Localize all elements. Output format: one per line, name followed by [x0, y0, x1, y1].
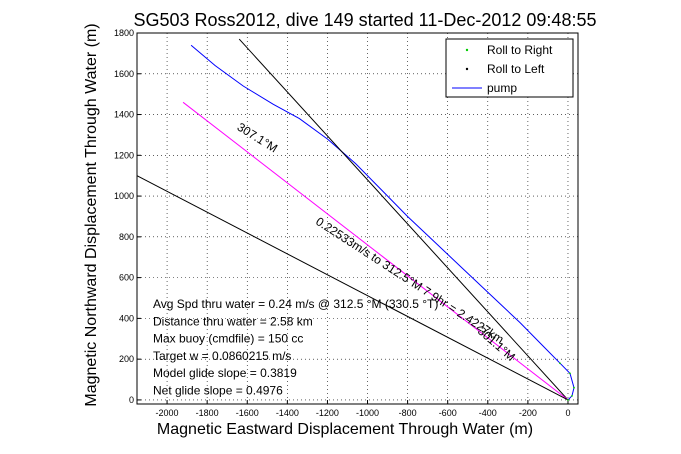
roll-right-point	[571, 394, 573, 397]
x-tick-label: -1000	[356, 408, 379, 418]
stat-line: Distance thru water = 2.58 km	[153, 314, 313, 328]
x-tick-label: -600	[439, 408, 457, 418]
legend: Roll to Right Roll to Left pump	[445, 38, 574, 98]
series-track-line-301-1	[238, 38, 569, 401]
x-tick-label: -400	[479, 408, 497, 418]
stat-line: Net glide slope = 0.4976	[153, 384, 283, 398]
y-tick-label: 1000	[114, 191, 134, 201]
legend-label: Roll to Right	[487, 43, 553, 57]
x-tick-label: -1800	[196, 408, 219, 418]
x-tick-label: 0	[565, 408, 570, 418]
series-track-line-south	[136, 175, 569, 401]
y-tick-label: 800	[119, 232, 134, 242]
x-tick-label: -1200	[316, 408, 339, 418]
line-annotation: 307.1°M	[235, 120, 280, 156]
line-annotation: 0.22533m/s to 312.5°M 7 9hr = 2.4227km	[313, 214, 506, 346]
y-tick-label: 600	[119, 273, 134, 283]
tick-labels: -2000 -1800 -1600 -1400 -1200 -1000 -800 -600 -4…	[114, 28, 571, 418]
stat-line: Target w = 0.0860215 m/s	[153, 349, 291, 363]
y-tick-label: 400	[119, 313, 134, 323]
stat-line: Max buoy (cmdfile) = 150 cc	[153, 332, 303, 346]
y-axis-label: Magnetic Northward Displacement Through …	[83, 23, 100, 406]
stat-line: Model glide slope = 0.3819	[153, 366, 297, 380]
y-tick-label: 0	[129, 395, 134, 405]
legend-label: pump	[487, 81, 517, 95]
legend-label: Roll to Left	[487, 62, 545, 76]
roll-right-point	[573, 386, 575, 389]
y-tick-label: 200	[119, 354, 134, 364]
roll-right-point	[569, 372, 571, 375]
plot-lines	[136, 38, 575, 401]
chart-title: SG503 Ross2012, dive 149 started 11-Dec-…	[134, 10, 597, 30]
legend-swatch	[465, 48, 469, 52]
legend-swatch	[465, 67, 469, 71]
roll-right-point	[559, 362, 561, 365]
y-tick-label: 1600	[114, 69, 134, 79]
x-axis-label: Magnetic Eastward Displacement Through W…	[157, 421, 533, 438]
x-tick-label: -1400	[276, 408, 299, 418]
x-tick-label: -800	[399, 408, 417, 418]
x-tick-label: -1600	[236, 408, 259, 418]
y-tick-label: 1800	[114, 28, 134, 38]
series-track-line-307-1	[182, 101, 569, 401]
plot-frame	[136, 32, 579, 405]
roll-right-point	[567, 399, 569, 401]
y-tick-label: 1400	[114, 110, 134, 120]
series-pump	[190, 44, 575, 401]
x-tick-label: -200	[519, 408, 537, 418]
stat-line: Avg Spd thru water = 0.24 m/s @ 312.5 °M…	[153, 297, 438, 311]
x-tick-label: -2000	[156, 408, 179, 418]
stats-text: Avg Spd thru water = 0.24 m/s @ 312.5 °M…	[153, 297, 438, 398]
y-tick-label: 1200	[114, 150, 134, 160]
